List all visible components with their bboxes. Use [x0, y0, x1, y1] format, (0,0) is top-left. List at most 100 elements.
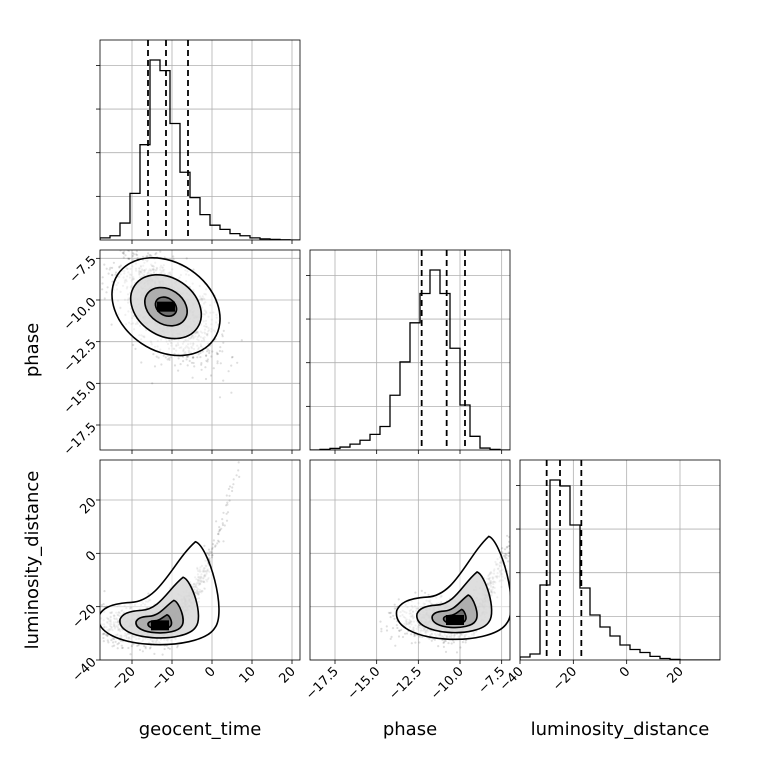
sample-point	[111, 645, 114, 648]
sample-point	[155, 355, 158, 358]
sample-point	[418, 641, 421, 644]
sample-point	[212, 539, 215, 542]
density-peak	[157, 301, 175, 312]
sample-point	[424, 591, 427, 594]
sample-point	[129, 653, 132, 656]
panel-geocent_time-phase-frame	[99, 249, 301, 451]
sample-point	[385, 629, 389, 632]
sample-point	[240, 339, 243, 342]
sample-point	[145, 255, 148, 258]
sample-point	[225, 504, 228, 507]
scatter-geocent_time-vs-phase	[75, 225, 243, 399]
sample-point	[217, 532, 220, 536]
sample-point	[153, 652, 156, 656]
sample-point	[172, 255, 175, 258]
sample-point	[393, 617, 396, 620]
sample-point	[505, 557, 508, 560]
hist-luminosity_distance-frame	[519, 459, 721, 661]
sample-point	[182, 360, 185, 363]
sample-point	[93, 249, 95, 251]
sample-point	[218, 540, 221, 543]
sample-point	[122, 256, 125, 259]
sample-point	[204, 366, 207, 369]
sample-point	[227, 487, 230, 491]
sample-point	[153, 365, 157, 368]
sample-point	[179, 363, 182, 366]
sample-point	[239, 454, 241, 456]
sample-point	[433, 638, 436, 641]
sample-point	[81, 225, 83, 227]
sample-point	[115, 246, 117, 248]
sample-point	[112, 641, 115, 644]
sample-point	[212, 367, 215, 370]
sample-point	[108, 268, 111, 271]
sample-point	[461, 641, 464, 644]
sample-point	[105, 267, 108, 270]
sample-point	[397, 598, 400, 601]
sample-point	[192, 356, 195, 359]
sample-point	[112, 261, 115, 264]
sample-point	[527, 498, 529, 500]
sample-point	[222, 540, 225, 543]
sample-point	[413, 633, 417, 636]
sample-point	[121, 646, 124, 650]
sample-point	[101, 276, 104, 279]
sample-point	[92, 627, 94, 629]
sample-point	[218, 526, 221, 529]
sample-point	[197, 353, 200, 356]
sample-point	[216, 542, 219, 545]
sample-point	[510, 539, 512, 541]
sample-point	[206, 551, 209, 555]
sample-point	[508, 535, 510, 539]
sample-point	[228, 485, 232, 488]
sample-point	[127, 242, 129, 244]
sample-point	[232, 478, 235, 481]
sample-point	[236, 361, 239, 364]
sample-point	[217, 530, 220, 533]
sample-point	[196, 356, 199, 359]
sample-point	[227, 321, 230, 324]
sample-point	[106, 634, 109, 637]
sample-point	[110, 323, 113, 326]
sample-point	[185, 355, 188, 358]
sample-point	[116, 647, 119, 650]
sample-point	[394, 644, 397, 647]
sample-point	[147, 252, 150, 255]
sample-point	[226, 511, 230, 514]
sample-point	[211, 554, 214, 557]
sample-point	[211, 548, 214, 551]
sample-point	[122, 252, 125, 255]
sample-point	[517, 511, 519, 513]
sample-point	[167, 646, 170, 650]
sample-point	[211, 554, 214, 557]
sample-point	[391, 627, 395, 630]
sample-point	[66, 639, 68, 641]
sample-point	[132, 253, 136, 256]
sample-point	[518, 534, 520, 536]
sample-point	[148, 254, 151, 257]
x-tick-label: 0	[202, 664, 218, 680]
sample-point	[132, 252, 135, 255]
x-tick-label: 20	[665, 664, 687, 686]
sample-point	[204, 377, 208, 381]
sample-point	[414, 641, 417, 644]
density-peak	[151, 620, 169, 631]
sample-point	[103, 263, 106, 266]
sample-point	[206, 360, 209, 363]
sample-point	[111, 274, 114, 277]
sample-point	[217, 539, 220, 542]
panel-phase-luminosity_distance-frame	[309, 459, 511, 661]
y-tick-label: 0	[83, 548, 99, 564]
histogram-step-line	[520, 479, 720, 660]
sample-point	[418, 635, 421, 638]
sample-point	[75, 242, 77, 244]
sample-point	[79, 633, 81, 635]
sample-point	[389, 616, 392, 619]
sample-point	[398, 629, 401, 632]
sample-point	[387, 611, 390, 614]
y-tick-label: −15.0	[61, 378, 100, 417]
sample-point	[235, 474, 238, 477]
sample-point	[111, 266, 114, 269]
x-tick-label: 10	[237, 664, 259, 686]
sample-point	[237, 461, 240, 464]
